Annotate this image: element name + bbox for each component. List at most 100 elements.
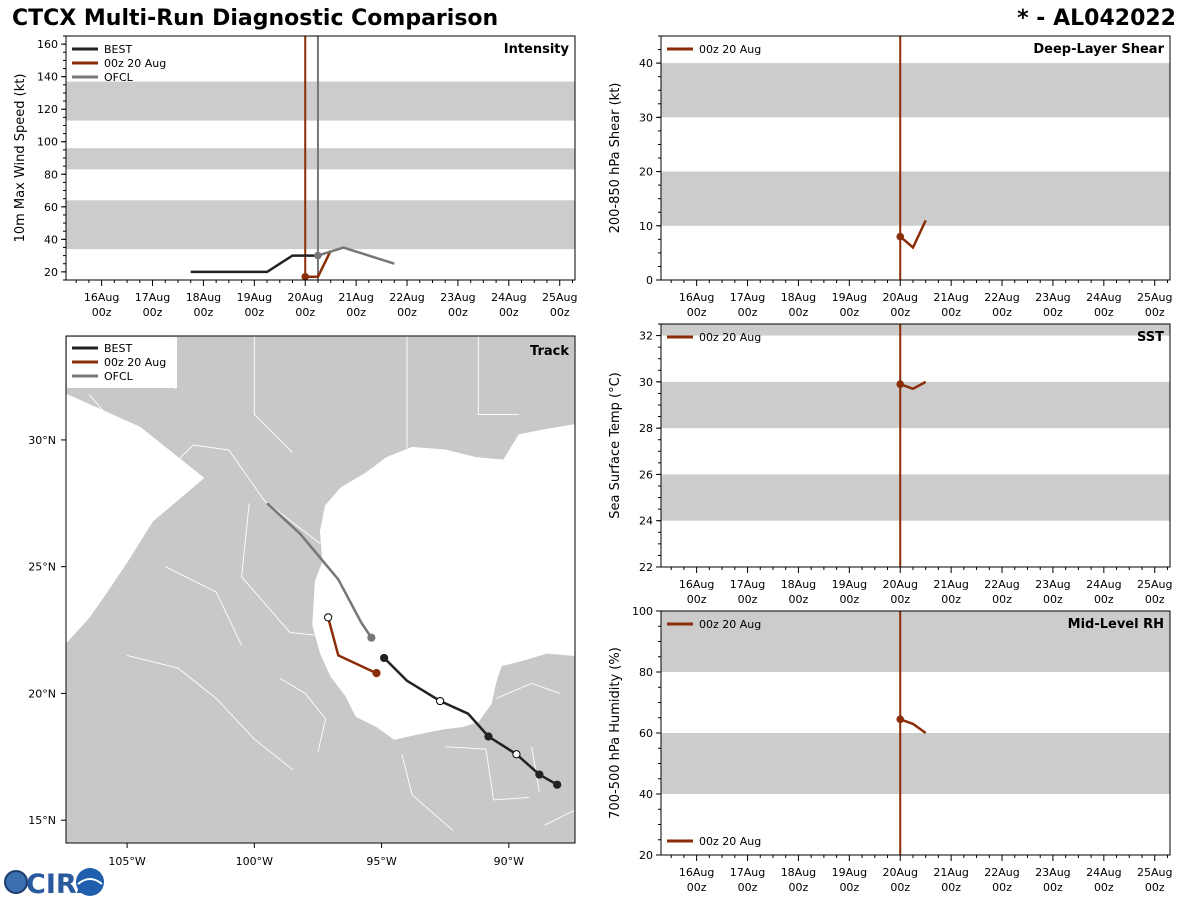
x-tick-day: 20Aug [882, 291, 917, 304]
x-tick-day: 20Aug [287, 291, 322, 304]
track-marker-open [324, 613, 333, 622]
figure-title: CTCX Multi-Run Diagnostic Comparison [12, 6, 499, 31]
y-tick-label: 80 [639, 666, 653, 679]
x-tick-hour: 00z [194, 306, 214, 319]
lat-tick-label: 25°N [28, 561, 56, 574]
lat-tick-label: 30°N [28, 434, 56, 447]
x-tick-day: 18Aug [781, 291, 816, 304]
lat-tick-label: 20°N [28, 687, 56, 700]
x-tick-hour: 00z [941, 306, 961, 319]
shear-plot-area [661, 36, 1170, 280]
x-tick-day: 25Aug [1137, 578, 1172, 591]
track-marker [372, 669, 381, 678]
y-tick-label: 120 [37, 103, 58, 116]
y-tick-label: 24 [639, 515, 653, 528]
intensity-title: Intensity [504, 42, 570, 57]
series-marker [301, 272, 310, 280]
legend-label: 00z 20 Aug [699, 835, 761, 848]
x-tick-day: 17Aug [730, 866, 765, 879]
y-tick-label: 100 [37, 136, 58, 149]
legend-label: 00z 20 Aug [699, 43, 761, 56]
storm-id: * - AL042022 [1017, 6, 1176, 31]
x-tick-hour: 00z [890, 593, 910, 606]
x-tick-day: 18Aug [781, 866, 816, 879]
shear-panel: 0 10 20 30 40 16Aug 00z 17Aug 00z 18Aug 00z 19Aug 00… [608, 35, 1172, 319]
series-marker [896, 232, 905, 241]
x-tick-hour: 00z [1094, 306, 1114, 319]
x-tick-hour: 00z [448, 306, 468, 319]
gulf-of-california [66, 401, 138, 530]
legend-label: BEST [104, 342, 132, 355]
sst-ylabel: Sea Surface Temp (°C) [608, 372, 623, 519]
x-tick-day: 21Aug [933, 578, 968, 591]
y-tick-label: 160 [37, 38, 58, 51]
legend-label: 00z 20 Aug [699, 331, 761, 344]
track-line [326, 617, 378, 675]
political-boundary [401, 754, 454, 831]
y-tick-label: 80 [44, 168, 58, 181]
x-tick-hour: 00z [941, 593, 961, 606]
x-tick-day: 18Aug [781, 578, 816, 591]
x-tick-hour: 00z [1043, 593, 1063, 606]
track-marker [553, 780, 562, 789]
x-tick-day: 25Aug [1137, 866, 1172, 879]
political-boundary [165, 566, 243, 646]
x-tick-day: 22Aug [389, 291, 424, 304]
lat-tick-label: 15°N [28, 814, 56, 827]
rh-plot-area [661, 611, 1170, 855]
political-boundary [241, 503, 316, 636]
political-boundary [531, 746, 540, 793]
track-title: Track [530, 344, 569, 359]
legend-label: 00z 20 Aug [104, 57, 166, 70]
lon-tick-label: 105°W [108, 855, 145, 868]
track-marker [380, 653, 389, 663]
threshold-band [661, 171, 1170, 226]
x-tick-day: 20Aug [882, 578, 917, 591]
x-tick-day: 23Aug [1035, 578, 1070, 591]
political-boundary [279, 677, 327, 752]
x-tick-hour: 00z [890, 306, 910, 319]
x-tick-day: 16Aug [679, 866, 714, 879]
political-boundary [126, 654, 293, 770]
series-marker [896, 715, 905, 724]
y-tick-label: 30 [639, 111, 653, 124]
series-line [899, 718, 927, 735]
y-tick-label: 60 [639, 727, 653, 740]
x-tick-day: 23Aug [440, 291, 475, 304]
lon-tick-label: 90°W [494, 855, 524, 868]
x-tick-hour: 00z [92, 306, 112, 319]
series-line [190, 254, 318, 274]
series-line [305, 250, 332, 278]
threshold-band [661, 611, 1170, 672]
rh-ylabel: 700-500 hPa Humidity (%) [608, 647, 623, 819]
political-boundary [88, 394, 321, 545]
x-tick-day: 25Aug [1137, 291, 1172, 304]
threshold-band [66, 200, 575, 250]
political-boundary [253, 336, 293, 453]
rh-panel: 20 40 60 80 100 16Aug 00z 17Aug 00z 18Aug 00z 19Aug… [608, 605, 1172, 894]
cira-logo-wave-icon [77, 878, 103, 885]
x-tick-hour: 00z [1043, 306, 1063, 319]
series-marker [896, 380, 905, 388]
x-tick-day: 17Aug [730, 291, 765, 304]
legend-label: OFCL [104, 71, 134, 84]
legend-label: BEST [104, 43, 132, 56]
x-tick-day: 22Aug [984, 866, 1019, 879]
x-tick-hour: 00z [346, 306, 366, 319]
y-tick-label: 22 [639, 561, 653, 574]
track-marker [484, 732, 493, 741]
x-tick-hour: 00z [941, 881, 961, 894]
x-tick-day: 16Aug [84, 291, 119, 304]
x-tick-hour: 00z [1145, 593, 1165, 606]
y-tick-label: 10 [639, 220, 653, 233]
x-tick-hour: 00z [550, 306, 570, 319]
y-tick-label: 20 [639, 166, 653, 179]
x-tick-hour: 00z [687, 881, 707, 894]
track-frame [65, 335, 576, 844]
x-tick-day: 16Aug [679, 291, 714, 304]
series-line [317, 246, 395, 265]
legend-label: OFCL [104, 370, 134, 383]
track-marker-open [512, 750, 521, 759]
x-tick-hour: 00z [789, 881, 809, 894]
series-line [899, 219, 927, 250]
